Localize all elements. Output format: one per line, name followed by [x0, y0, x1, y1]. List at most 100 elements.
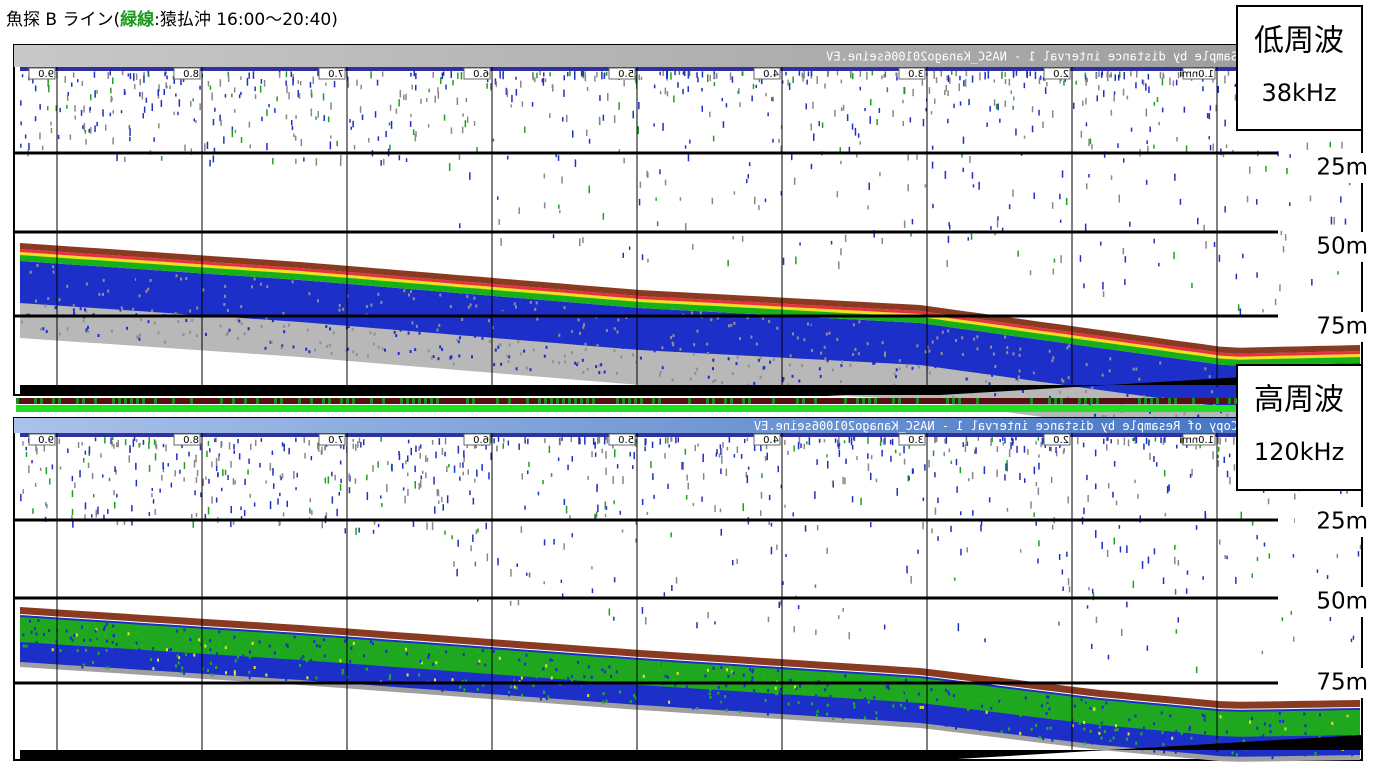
echo-texture	[1083, 728, 1085, 731]
speckle	[426, 523, 428, 530]
speckle	[60, 467, 62, 470]
echo-texture	[225, 646, 227, 649]
speckle	[785, 72, 787, 76]
echo-texture	[42, 327, 44, 330]
speckle	[645, 439, 647, 445]
echo-texture	[1268, 713, 1270, 716]
speckle	[1145, 83, 1147, 90]
speckle	[732, 560, 734, 565]
echo-texture	[64, 295, 66, 298]
echo-texture	[1076, 378, 1078, 381]
speckle	[129, 128, 131, 136]
echo-texture	[858, 352, 860, 355]
echo-texture	[269, 645, 271, 648]
speckle	[840, 248, 842, 255]
echo-texture	[722, 701, 724, 704]
speckle	[710, 75, 712, 81]
speckle	[349, 119, 351, 123]
speckle	[867, 206, 869, 210]
speckle	[996, 104, 998, 109]
echo-texture	[1039, 736, 1041, 739]
speckle	[250, 444, 252, 450]
status-tick	[244, 398, 247, 404]
echo-texture	[176, 645, 178, 648]
speckle	[1146, 180, 1148, 185]
speckle	[587, 476, 589, 480]
speckle	[498, 437, 500, 442]
speckle	[679, 71, 681, 75]
speckle	[165, 82, 167, 88]
echo-texture	[743, 345, 745, 348]
echo-texture	[459, 686, 461, 689]
echo-texture	[922, 706, 924, 709]
echo-texture	[287, 645, 289, 648]
speckle	[563, 543, 565, 549]
echo-texture	[1282, 720, 1284, 723]
speckle	[425, 472, 427, 478]
speckle	[662, 71, 664, 76]
speckle	[1096, 617, 1098, 623]
speckle	[1101, 542, 1103, 549]
speckle	[410, 121, 412, 127]
echo-texture	[325, 287, 327, 290]
echo-texture	[477, 650, 479, 653]
speckle	[1262, 651, 1264, 655]
echo-texture	[1221, 718, 1223, 721]
speckle	[516, 89, 518, 96]
echo-texture	[180, 278, 182, 281]
echo-texture	[530, 301, 532, 304]
echo-texture	[185, 653, 187, 656]
speckle	[552, 85, 554, 92]
echo-texture	[1019, 370, 1021, 373]
speckle	[270, 501, 272, 509]
echo-texture	[582, 685, 584, 688]
echo-texture	[59, 332, 61, 335]
speckle	[1327, 575, 1329, 579]
echo-texture	[445, 650, 447, 653]
echo-texture	[310, 659, 312, 662]
speckle	[411, 448, 413, 455]
echo-texture	[493, 650, 495, 653]
echo-texture	[1027, 712, 1029, 715]
speckle	[70, 135, 72, 140]
speckle	[1015, 129, 1017, 136]
speckle	[559, 438, 561, 446]
speckle	[280, 477, 282, 480]
echo-texture	[977, 698, 979, 701]
echo-texture	[1083, 382, 1085, 385]
speckle	[896, 77, 898, 81]
speckle	[1077, 437, 1079, 444]
echo-texture	[591, 676, 593, 679]
speckle	[776, 545, 778, 550]
echo-texture	[410, 350, 412, 353]
speckle	[965, 444, 967, 452]
echo-texture	[571, 675, 573, 678]
echo-texture	[1140, 732, 1142, 735]
speckle	[432, 522, 434, 530]
speckle	[325, 83, 327, 86]
echo-texture	[1272, 756, 1274, 759]
speckle	[362, 115, 364, 121]
speckle	[355, 479, 357, 484]
speckle	[164, 89, 166, 95]
speckle	[605, 468, 607, 475]
echo-texture	[255, 660, 257, 663]
depth-label: 25m	[1316, 509, 1368, 535]
echo-texture	[811, 692, 813, 695]
speckle	[1130, 71, 1132, 76]
speckle	[1256, 272, 1258, 277]
speckle	[85, 139, 87, 145]
echo-texture	[244, 332, 246, 335]
echo-texture	[215, 666, 217, 669]
speckle	[110, 113, 112, 117]
speckle	[529, 573, 531, 578]
echo-texture	[438, 357, 440, 360]
echo-texture	[982, 371, 984, 374]
speckle	[112, 437, 114, 440]
speckle	[1101, 72, 1103, 78]
speckle	[800, 444, 802, 449]
distance-label: 4.0	[763, 69, 779, 80]
speckle	[97, 507, 99, 515]
echo-texture	[579, 332, 581, 335]
echo-texture	[115, 651, 117, 654]
